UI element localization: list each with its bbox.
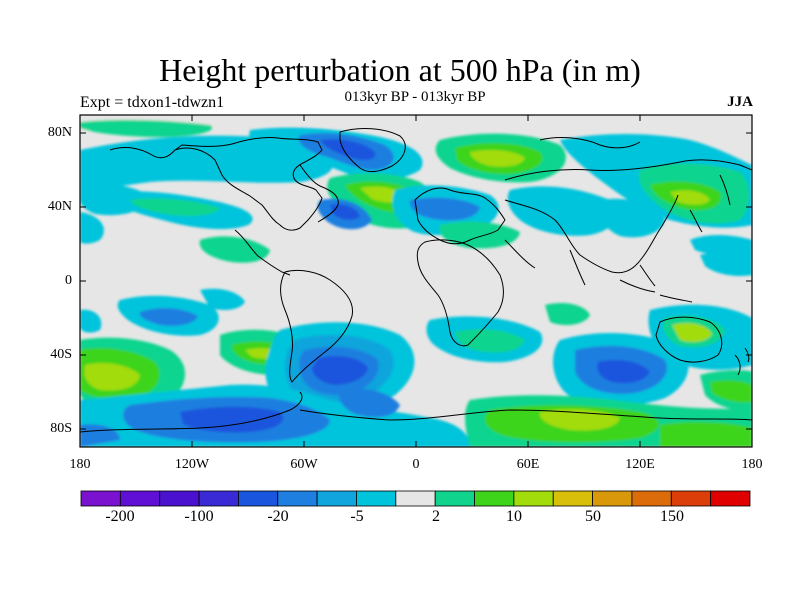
season-label: JJA [727, 94, 753, 110]
colorbar-label: -20 [267, 508, 289, 525]
period-label: 013kyr BP - 013kyr BP [344, 89, 486, 105]
lon-tick-label: 180 [741, 457, 763, 472]
lon-tick-label: 120W [174, 457, 210, 472]
colorbar-swatch [316, 490, 357, 507]
coastlines [80, 128, 752, 433]
axis-ticks [80, 115, 752, 447]
experiment-label: Expt = tdxon1-tdwzn1 [80, 94, 225, 111]
colorbar-swatch [198, 490, 239, 507]
colorbar-label: 10 [506, 508, 522, 525]
colorbar-swatch [277, 490, 318, 507]
lat-tick-label: 80N [47, 125, 72, 140]
lat-tick-label: 40N [47, 199, 72, 214]
lon-tick-label: 60W [290, 457, 318, 472]
lon-tick-label: 0 [412, 457, 420, 472]
colorbar-swatch [119, 490, 161, 507]
colorbar-swatch [552, 490, 593, 507]
colorbar-label: -100 [184, 508, 214, 525]
colorbar-swatch [513, 490, 554, 507]
lon-tick-label: 120E [625, 457, 655, 472]
colorbar-swatch [592, 490, 633, 507]
colorbar-label: 50 [585, 508, 601, 525]
colorbar-swatch [631, 490, 672, 507]
colorbar-swatch [670, 490, 712, 507]
colorbar-swatch [238, 490, 279, 507]
colorbar-label: 150 [660, 508, 684, 525]
lon-tick-label: 180 [69, 457, 91, 472]
colorbar-label: -5 [350, 508, 364, 525]
lon-tick-label: 60E [516, 457, 540, 472]
colorbar-swatch [159, 490, 200, 507]
contour-field [80, 115, 752, 447]
lat-tick-label: 40S [50, 347, 72, 362]
colorbar-swatch [395, 490, 436, 507]
lat-tick-label: 80S [50, 421, 72, 436]
colorbar-swatch [710, 490, 751, 507]
colorbar-swatch [434, 490, 475, 507]
plot-title: Height perturbation at 500 hPa (in m) [159, 52, 641, 88]
colorbar-label: -200 [105, 508, 135, 525]
colorbar-label: 2 [432, 508, 440, 525]
colorbar-swatch [356, 490, 397, 507]
colorbar-swatch [474, 490, 515, 507]
colorbar-swatch [80, 490, 121, 507]
colorbar [80, 490, 751, 507]
lat-tick-label: 0 [65, 273, 72, 288]
